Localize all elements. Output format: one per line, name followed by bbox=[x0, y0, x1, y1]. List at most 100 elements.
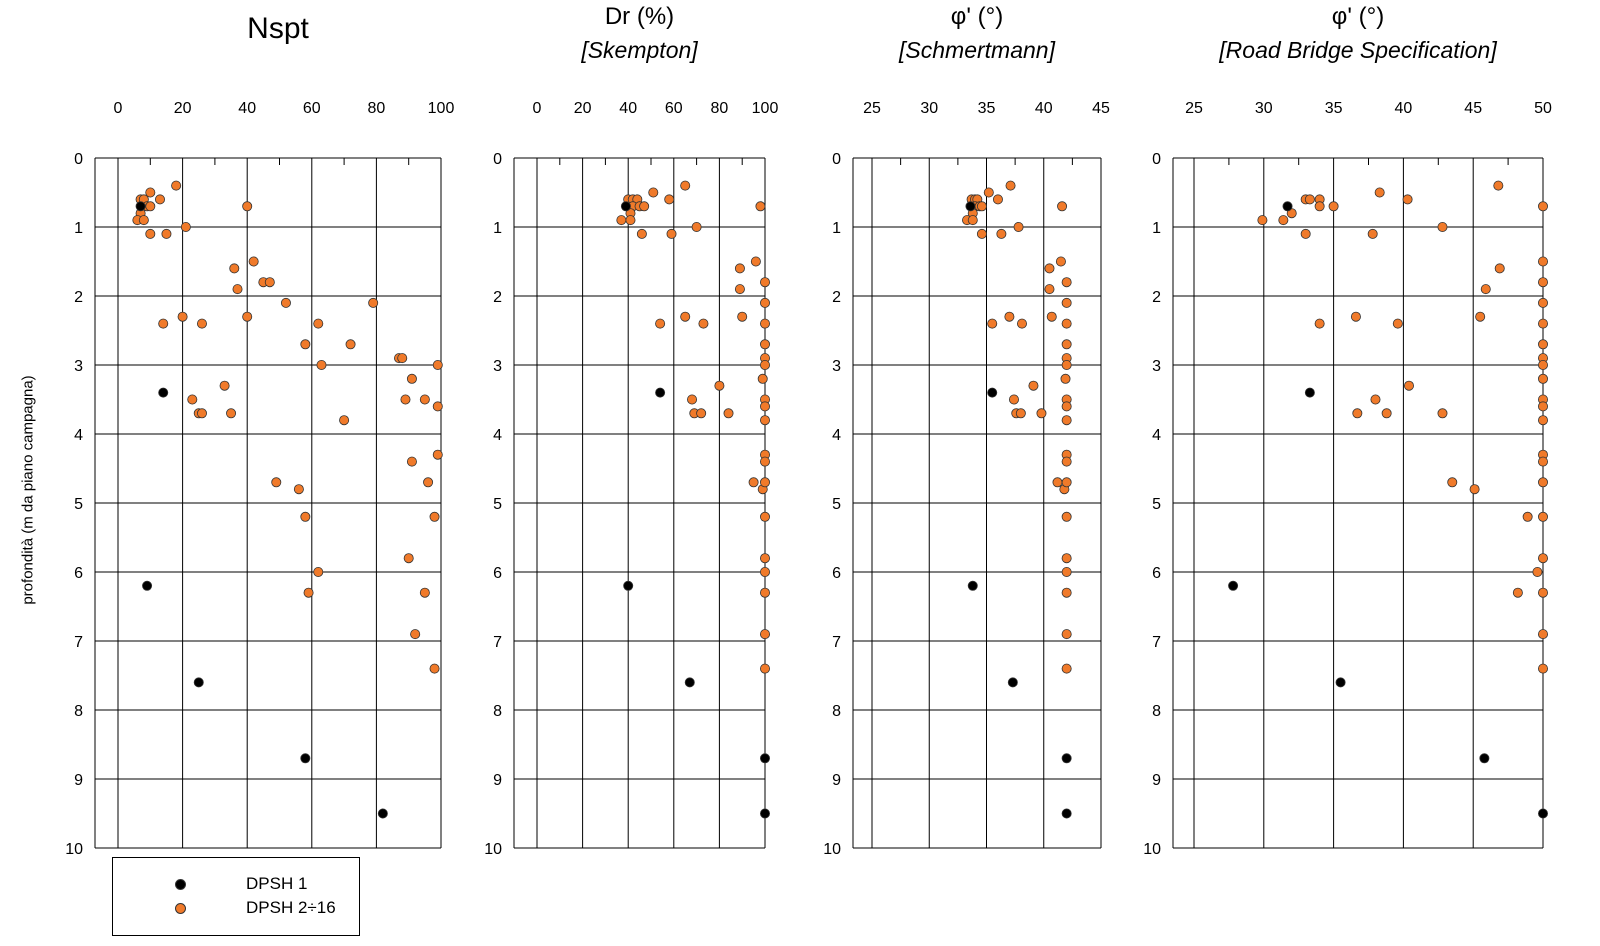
data-point-dpsh2-16 bbox=[429, 511, 440, 522]
data-point-dpsh2-16 bbox=[158, 318, 169, 329]
data-point-dpsh2-16 bbox=[429, 663, 440, 674]
data-point-dpsh2-16 bbox=[655, 318, 666, 329]
data-point-dpsh2-16 bbox=[1005, 180, 1016, 191]
data-point-dpsh2-16 bbox=[303, 587, 314, 598]
x-tick-label: 25 bbox=[863, 100, 881, 117]
data-point-dpsh2-16 bbox=[280, 297, 291, 308]
x-tick-label: 35 bbox=[1325, 100, 1343, 117]
chart-subtitle-1: [Skempton] bbox=[580, 37, 698, 63]
data-point-dpsh2-16 bbox=[1538, 256, 1549, 267]
data-point-dpsh2-16 bbox=[734, 284, 745, 295]
data-point-dpsh2-16 bbox=[1046, 311, 1057, 322]
data-point-dpsh2-16 bbox=[1061, 297, 1072, 308]
data-point-dpsh2-16 bbox=[664, 194, 675, 205]
data-point-dpsh2-16 bbox=[1061, 401, 1072, 412]
data-point-dpsh2-16 bbox=[760, 339, 771, 350]
data-point-dpsh2-16 bbox=[397, 353, 408, 364]
data-point-dpsh2-16 bbox=[403, 553, 414, 564]
data-point-dpsh2-16 bbox=[737, 311, 748, 322]
data-point-dpsh2-16 bbox=[1061, 553, 1072, 564]
y-tick-label: 9 bbox=[1152, 772, 1161, 789]
x-tick-label: 100 bbox=[428, 100, 455, 117]
y-tick-label: 2 bbox=[74, 289, 83, 306]
y-tick-label: 4 bbox=[493, 427, 502, 444]
data-point-dpsh2-16 bbox=[1328, 201, 1339, 212]
data-point-dpsh2-16 bbox=[755, 201, 766, 212]
data-point-dpsh2-16 bbox=[760, 277, 771, 288]
data-point-dpsh2-16 bbox=[680, 311, 691, 322]
data-point-dpsh2-16 bbox=[145, 187, 156, 198]
x-tick-label: 100 bbox=[752, 100, 779, 117]
data-point-dpsh2-16 bbox=[1447, 477, 1458, 488]
data-point-dpsh2-16 bbox=[1061, 567, 1072, 578]
data-point-dpsh1 bbox=[377, 808, 388, 819]
data-point-dpsh2-16 bbox=[316, 359, 327, 370]
x-tick-label: 30 bbox=[1255, 100, 1273, 117]
data-point-dpsh2-16 bbox=[1036, 408, 1047, 419]
data-point-dpsh2-16 bbox=[1494, 263, 1505, 274]
data-point-dpsh2-16 bbox=[145, 201, 156, 212]
y-tick-label: 7 bbox=[832, 634, 841, 651]
y-tick-label: 3 bbox=[493, 358, 502, 375]
y-tick-label: 1 bbox=[74, 220, 83, 237]
data-point-dpsh1 bbox=[965, 201, 976, 212]
data-point-dpsh2-16 bbox=[1304, 194, 1315, 205]
data-point-dpsh2-16 bbox=[1061, 359, 1072, 370]
data-point-dpsh2-16 bbox=[760, 456, 771, 467]
data-point-dpsh2-16 bbox=[1538, 629, 1549, 640]
data-point-dpsh1 bbox=[1061, 808, 1072, 819]
data-point-dpsh2-16 bbox=[1374, 187, 1385, 198]
data-point-dpsh2-16 bbox=[666, 228, 677, 239]
data-point-dpsh2-16 bbox=[1057, 201, 1068, 212]
data-point-dpsh1 bbox=[967, 580, 978, 591]
y-tick-label: 8 bbox=[832, 703, 841, 720]
data-point-dpsh1 bbox=[1282, 201, 1293, 212]
data-point-dpsh2-16 bbox=[1044, 263, 1055, 274]
data-point-dpsh2-16 bbox=[1314, 201, 1325, 212]
chart-title-3: φ' (°) bbox=[1332, 3, 1384, 30]
data-point-dpsh2-16 bbox=[1016, 318, 1027, 329]
data-point-dpsh2-16 bbox=[1370, 394, 1381, 405]
data-point-dpsh2-16 bbox=[967, 215, 978, 226]
data-point-dpsh2-16 bbox=[242, 201, 253, 212]
data-point-dpsh2-16 bbox=[1493, 180, 1504, 191]
x-tick-label: 0 bbox=[533, 100, 542, 117]
y-tick-label: 4 bbox=[832, 427, 841, 444]
data-point-dpsh2-16 bbox=[419, 587, 430, 598]
data-point-dpsh2-16 bbox=[636, 228, 647, 239]
y-tick-label: 10 bbox=[484, 841, 502, 858]
data-point-dpsh1 bbox=[620, 201, 631, 212]
data-point-dpsh2-16 bbox=[313, 567, 324, 578]
data-point-dpsh2-16 bbox=[410, 629, 421, 640]
data-point-dpsh2-16 bbox=[1538, 318, 1549, 329]
y-tick-label: 1 bbox=[493, 220, 502, 237]
data-point-dpsh2-16 bbox=[748, 477, 759, 488]
data-point-dpsh2-16 bbox=[229, 263, 240, 274]
data-point-dpsh2-16 bbox=[1522, 511, 1533, 522]
y-axis-label: profondità (m da piano campagna) bbox=[19, 375, 37, 605]
y-tick-label: 6 bbox=[1152, 565, 1161, 582]
data-point-dpsh2-16 bbox=[161, 228, 172, 239]
data-point-dpsh2-16 bbox=[1538, 373, 1549, 384]
y-tick-label: 7 bbox=[74, 634, 83, 651]
data-point-dpsh2-16 bbox=[639, 201, 650, 212]
data-point-dpsh2-16 bbox=[760, 629, 771, 640]
data-point-dpsh2-16 bbox=[1015, 408, 1026, 419]
data-point-dpsh2-16 bbox=[1538, 201, 1549, 212]
data-point-dpsh2-16 bbox=[1532, 567, 1543, 578]
chart-title-1: Dr (%) bbox=[605, 3, 674, 30]
data-point-dpsh2-16 bbox=[1350, 311, 1361, 322]
data-point-dpsh2-16 bbox=[992, 194, 1003, 205]
data-point-dpsh2-16 bbox=[760, 663, 771, 674]
data-point-dpsh2-16 bbox=[760, 415, 771, 426]
legend-marker-dpsh1 bbox=[175, 879, 186, 890]
chart-title-0: Nspt bbox=[247, 12, 309, 45]
data-point-dpsh1 bbox=[1538, 808, 1549, 819]
legend-marker-dpsh2-16 bbox=[175, 903, 186, 914]
y-tick-label: 5 bbox=[74, 496, 83, 513]
data-point-dpsh2-16 bbox=[1314, 318, 1325, 329]
data-point-dpsh2-16 bbox=[1538, 511, 1549, 522]
data-point-dpsh2-16 bbox=[1061, 456, 1072, 467]
data-point-dpsh2-16 bbox=[1538, 456, 1549, 467]
